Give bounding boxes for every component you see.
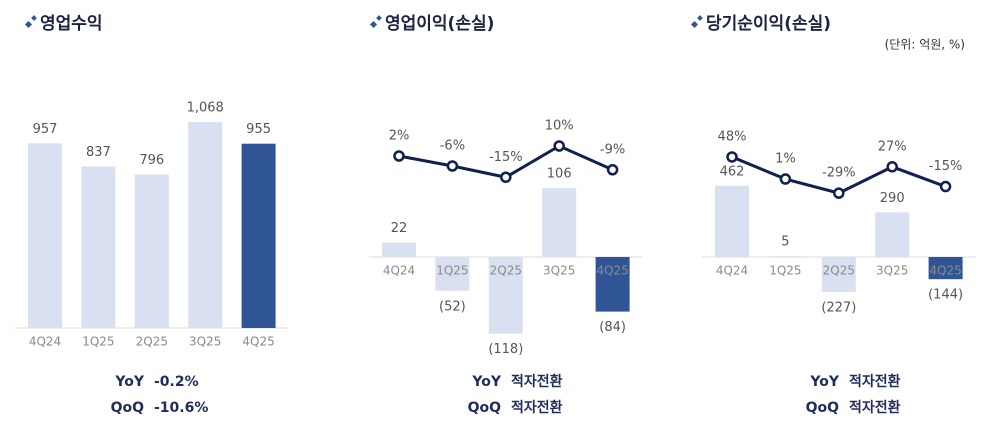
line-point	[553, 140, 565, 152]
bar	[542, 188, 577, 257]
value-label: -29%	[822, 166, 856, 181]
x-tick-label: 2Q25	[490, 264, 522, 278]
x-tick-label: 4Q24	[383, 264, 415, 278]
x-tick-label: 2Q25	[823, 264, 855, 278]
summary-value: 적자전환	[511, 399, 563, 416]
x-tick-label: 2Q25	[136, 335, 168, 349]
bar	[81, 166, 116, 328]
value-label: 1,068	[187, 100, 224, 115]
line-point	[726, 151, 738, 163]
value-label: 48%	[718, 129, 747, 144]
summary-label: QoQ	[111, 400, 145, 416]
value-label: 290	[880, 191, 905, 206]
unit-label: (단위: 억원, %)	[885, 38, 965, 52]
summary-label: QoQ	[468, 400, 502, 416]
value-label: 462	[720, 164, 745, 179]
x-tick-label: 4Q25	[596, 264, 628, 278]
bar	[768, 256, 803, 257]
line-point	[833, 187, 845, 199]
summary-label: YoY	[471, 374, 501, 390]
summary-label: YoY	[809, 374, 839, 390]
value-label: -15%	[489, 150, 523, 165]
bar	[928, 257, 963, 280]
value-label: 22	[391, 221, 408, 236]
bar	[821, 257, 856, 292]
summary-value: 적자전환	[849, 399, 901, 416]
value-label: 2%	[389, 129, 410, 144]
summary-value: 적자전환	[511, 373, 563, 390]
chart-title: 영업이익(손실)	[385, 14, 494, 34]
value-label: (144)	[928, 288, 963, 303]
value-label: (118)	[488, 342, 523, 357]
summary-label: QoQ	[806, 400, 840, 416]
value-label: -15%	[929, 159, 963, 174]
value-label: 796	[139, 153, 164, 168]
bar	[488, 257, 523, 334]
value-label: -9%	[600, 142, 625, 157]
bar	[134, 174, 169, 328]
summary-value: 적자전환	[849, 373, 901, 390]
line-point	[500, 171, 512, 183]
value-label: 106	[547, 167, 572, 182]
bar	[875, 212, 910, 257]
bar	[188, 121, 223, 328]
x-tick-label: 4Q24	[716, 264, 748, 278]
value-label: 837	[86, 145, 111, 160]
summary-label: YoY	[114, 374, 144, 390]
value-label: 1%	[775, 152, 796, 167]
value-label: (52)	[439, 299, 466, 314]
bar	[595, 257, 630, 312]
value-label: (227)	[821, 300, 856, 315]
value-label: 27%	[878, 139, 907, 154]
summary-value: -0.2%	[154, 374, 199, 390]
value-label: (84)	[599, 320, 626, 335]
x-tick-label: 1Q25	[769, 264, 801, 278]
x-tick-label: 3Q25	[876, 264, 908, 278]
line-point	[446, 160, 459, 172]
x-tick-label: 1Q25	[436, 264, 468, 278]
value-label: 955	[246, 122, 271, 137]
x-tick-label: 4Q24	[29, 335, 61, 349]
line-point	[606, 164, 619, 176]
title-icon	[24, 15, 703, 29]
value-label: 5	[781, 235, 789, 250]
line-point	[886, 161, 898, 173]
line-point	[779, 173, 792, 185]
x-tick-label: 4Q25	[242, 335, 274, 349]
value-label: -6%	[440, 139, 465, 154]
x-tick-label: 4Q25	[929, 264, 961, 278]
bar	[241, 143, 276, 328]
bar	[435, 257, 470, 291]
line-point	[939, 180, 952, 193]
x-tick-label: 3Q25	[543, 264, 575, 278]
bar	[715, 185, 749, 257]
line-point	[393, 150, 405, 162]
chart-title: 당기순이익(손실)	[706, 14, 831, 34]
x-tick-label: 1Q25	[82, 335, 114, 349]
value-label: 957	[33, 122, 58, 137]
chart-title: 영업수익	[40, 14, 103, 34]
bar	[382, 242, 416, 257]
bar	[28, 143, 62, 328]
value-label: 10%	[545, 119, 574, 134]
summary-value: -10.6%	[154, 400, 208, 416]
x-tick-label: 3Q25	[189, 335, 221, 349]
